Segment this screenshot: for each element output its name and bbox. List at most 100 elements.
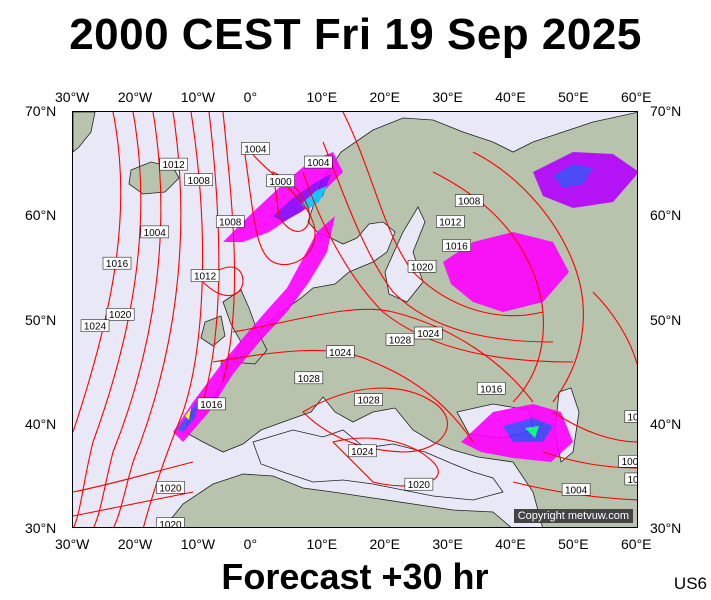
isobar-label: 1016	[102, 256, 132, 270]
precip-band-north	[223, 152, 343, 242]
svg-text:1028: 1028	[357, 396, 380, 407]
isobar-label: 1028	[294, 371, 324, 385]
land-africa	[164, 473, 512, 527]
svg-text:1024: 1024	[351, 447, 374, 458]
svg-text:1012: 1012	[194, 272, 217, 283]
svg-text:1020: 1020	[109, 310, 132, 321]
svg-text:1020: 1020	[159, 483, 182, 494]
land-ireland	[200, 315, 226, 347]
isobar-label: 1024	[326, 345, 355, 359]
isobar-label: 1004	[304, 155, 333, 169]
lon-tick-label-bottom: 50°E	[558, 536, 589, 552]
lat-tick-label-left: 50°N	[25, 311, 57, 328]
svg-text:1012: 1012	[439, 217, 462, 228]
isobar-label: 1016	[442, 239, 471, 252]
svg-text:1008: 1008	[622, 457, 638, 468]
lon-tick-label-top: 10°E	[306, 89, 338, 105]
lat-tick-label-left: 40°N	[25, 415, 57, 432]
isobar-label: 1008	[215, 215, 245, 228]
precip-russia-core	[553, 164, 593, 188]
lon-tick-label-top: 60°E	[621, 89, 652, 105]
lon-tick-label-top: 30°W	[55, 89, 90, 105]
isobar-label: 1024	[414, 326, 443, 340]
svg-text:1004: 1004	[565, 485, 588, 496]
precip-layer	[173, 152, 637, 462]
isobar-label: 1016	[476, 382, 506, 395]
precip-band-atlantic	[173, 216, 335, 442]
isobar-label: 1020	[105, 307, 135, 321]
svg-text:100: 100	[628, 475, 638, 486]
water-mediterranean	[252, 429, 504, 501]
lon-tick-label-bottom: 20°E	[369, 536, 400, 552]
lon-tick-label-bottom: 10°W	[180, 536, 216, 552]
lat-tick-label-right: 60°N	[650, 207, 682, 224]
svg-text:1016: 1016	[106, 259, 129, 270]
isobar-label: 1020	[156, 517, 185, 528]
isobar-label: 1020	[404, 477, 434, 491]
lat-tick-label-left: 60°N	[25, 207, 57, 224]
isobar-label: 1020	[407, 260, 437, 273]
forecast-map[interactable]: 1012 1008 1004 1000 1004 1008 1012 1016 1020 1008…	[72, 111, 638, 528]
lon-tick-label-bottom: 60°E	[621, 536, 652, 552]
isobar-label: 1008	[454, 194, 484, 208]
forecast-hour: Forecast +30 hr	[221, 556, 489, 597]
lat-tick-label-right: 40°N	[650, 415, 682, 432]
isobar-label: 1008	[618, 454, 638, 468]
isobar-label: 1016	[197, 397, 226, 411]
lon-tick-label-top: 30°E	[432, 89, 463, 105]
isobar-label: 1028	[354, 393, 383, 407]
isobar-label: 1004	[140, 225, 170, 239]
svg-text:1016: 1016	[445, 241, 468, 252]
lat-tick-label-left: 70°N	[25, 103, 57, 119]
lon-tick-label-bottom: 20°W	[117, 536, 153, 552]
lat-tick-label-right: 50°N	[650, 311, 682, 328]
isobar-label: 1004	[241, 142, 270, 155]
svg-text:1024: 1024	[329, 348, 352, 359]
isobar-label: 101	[624, 410, 638, 423]
isobar-labels: 1012100810041000100410081012101610201008…	[80, 142, 638, 528]
page-title: 2000 CEST Fri 19 Sep 2025	[69, 10, 642, 59]
lat-tick-label-right: 30°N	[650, 520, 682, 536]
isobar-label: 1012	[159, 157, 188, 171]
isobar-label: 1020	[156, 481, 185, 494]
lon-tick-label-top: 50°E	[558, 89, 589, 105]
svg-text:1020: 1020	[408, 480, 431, 491]
precip-turkey-hi	[525, 426, 539, 438]
isobar-label: 1028	[385, 333, 415, 346]
svg-text:1008: 1008	[219, 217, 242, 228]
lon-tick-label-top: 40°E	[495, 89, 526, 105]
isobar-label: 1012	[436, 215, 465, 228]
lon-tick-label-top: 20°E	[369, 89, 400, 105]
lon-tick-label-bottom: 30°W	[55, 536, 90, 552]
water-baltic	[384, 206, 426, 303]
lon-tick-label-bottom: 30°E	[432, 536, 463, 552]
lon-tick-label-top: 20°W	[117, 89, 153, 105]
isobar-label: 1000	[266, 174, 295, 188]
svg-text:1008: 1008	[458, 197, 481, 208]
svg-text:1008: 1008	[188, 176, 211, 187]
land-greenland	[73, 112, 96, 153]
isobar-layer	[73, 112, 637, 527]
svg-text:1004: 1004	[244, 144, 267, 155]
lon-tick-label-bottom: 0°	[243, 536, 258, 552]
svg-text:1016: 1016	[200, 400, 223, 411]
copyright-badge: Copyright metvuw.com	[513, 509, 633, 523]
svg-text:101: 101	[628, 412, 638, 423]
map-canvas: 1012100810041000100410081012101610201008…	[73, 112, 638, 528]
svg-text:1024: 1024	[84, 322, 107, 333]
isobar-label: 1004	[561, 483, 591, 496]
precip-core-north	[273, 174, 331, 222]
svg-text:1004: 1004	[307, 158, 330, 169]
lon-tick-label-top: 0°	[243, 89, 258, 105]
precip-core-north-hi	[301, 186, 327, 210]
lon-tick-label-bottom: 10°E	[306, 536, 338, 552]
precip-scand	[443, 232, 569, 312]
isobar-label: 1008	[184, 173, 214, 187]
svg-text:1020: 1020	[411, 262, 434, 273]
svg-text:1004: 1004	[144, 228, 167, 239]
svg-text:1028: 1028	[298, 374, 321, 385]
svg-text:1020: 1020	[159, 520, 182, 528]
lat-tick-label-right: 70°N	[650, 103, 682, 119]
svg-text:1024: 1024	[417, 329, 440, 340]
lon-tick-label-bottom: 40°E	[495, 536, 526, 552]
